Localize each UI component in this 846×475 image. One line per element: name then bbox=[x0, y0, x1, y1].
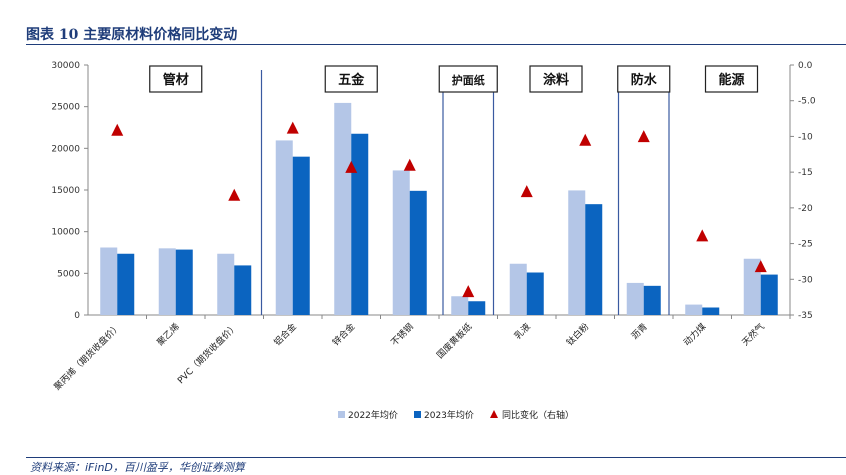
source-note: 资料来源：iFinD，百川盈孚，华创证券测算 bbox=[30, 461, 245, 474]
bar-2022 bbox=[685, 304, 703, 315]
bar-2023 bbox=[468, 301, 486, 315]
bar-2023 bbox=[643, 285, 661, 315]
right-tick-label: -30 bbox=[798, 275, 813, 285]
yoy-marker bbox=[111, 123, 124, 136]
legend-label-2023: 2023年均价 bbox=[424, 409, 474, 421]
legend-swatch-2022 bbox=[338, 411, 345, 418]
bar-2022 bbox=[334, 102, 352, 316]
bar-2022 bbox=[217, 253, 235, 315]
yoy-marker bbox=[754, 260, 767, 273]
group-label-box bbox=[149, 65, 203, 93]
yoy-marker bbox=[228, 188, 241, 201]
group-label-box bbox=[617, 65, 671, 93]
bar-2022 bbox=[451, 296, 469, 315]
category-label: 动力煤 bbox=[681, 321, 709, 349]
category-label: PVC（期货收盘价） bbox=[175, 321, 241, 387]
yoy-marker bbox=[579, 133, 592, 146]
bar-2022 bbox=[158, 248, 176, 315]
bar-2023 bbox=[702, 307, 720, 315]
yoy-marker bbox=[520, 185, 533, 198]
bar-2022 bbox=[509, 263, 527, 315]
group-label: 防水 bbox=[631, 72, 658, 88]
left-tick-label: 30000 bbox=[51, 61, 80, 71]
right-tick-label: -25 bbox=[798, 240, 813, 250]
bar-2023 bbox=[351, 133, 369, 315]
legend-swatch-yoy bbox=[490, 410, 498, 418]
category-label: 锌合金 bbox=[330, 321, 358, 349]
group-label: 涂料 bbox=[543, 72, 569, 88]
yoy-marker bbox=[403, 158, 416, 171]
bar-2022 bbox=[275, 140, 293, 315]
bar-2023 bbox=[526, 272, 544, 315]
category-label: 不锈钢 bbox=[388, 321, 416, 349]
group-label: 管材 bbox=[163, 72, 189, 88]
right-tick-label: -35 bbox=[798, 311, 813, 321]
left-tick-label: 25000 bbox=[51, 103, 80, 113]
group-label-box bbox=[438, 65, 498, 93]
category-label: 聚乙烯 bbox=[154, 321, 182, 349]
yoy-marker bbox=[345, 160, 358, 173]
bar-2023 bbox=[117, 253, 135, 315]
category-label: 天然气 bbox=[739, 321, 767, 349]
chart-title: 图表 10 主要原材料价格同比变动 bbox=[26, 27, 238, 43]
group-label-box bbox=[704, 65, 759, 93]
left-tick-label: 15000 bbox=[51, 186, 80, 196]
category-label: 钛白粉 bbox=[564, 321, 592, 349]
group-label: 能源 bbox=[718, 72, 744, 88]
legend-swatch-2023 bbox=[414, 411, 421, 418]
right-tick-label: -20 bbox=[798, 204, 813, 214]
group-label-box bbox=[529, 65, 583, 93]
bar-2022 bbox=[743, 258, 761, 315]
bar-2023 bbox=[292, 156, 310, 315]
right-tick-label: -15 bbox=[798, 168, 813, 178]
yoy-marker bbox=[286, 121, 299, 134]
title-rule bbox=[26, 44, 846, 45]
category-label: 国废黄板纸 bbox=[434, 321, 474, 361]
right-tick-label: -10 bbox=[798, 132, 813, 142]
yoy-marker bbox=[462, 285, 475, 298]
footer-rule bbox=[26, 457, 846, 458]
bar-2023 bbox=[175, 249, 193, 315]
group-label-box bbox=[324, 65, 378, 93]
left-tick-label: 20000 bbox=[51, 144, 80, 154]
bar-2022 bbox=[392, 170, 410, 315]
right-tick-label: 0.0 bbox=[798, 61, 813, 71]
yoy-marker bbox=[637, 130, 650, 143]
bar-2022 bbox=[100, 247, 118, 315]
left-tick-label: 10000 bbox=[51, 228, 80, 238]
legend-label-yoy: 同比变化（右轴） bbox=[502, 409, 574, 421]
right-tick-label: -5.0 bbox=[798, 97, 816, 107]
bar-2023 bbox=[409, 190, 427, 315]
yoy-marker bbox=[696, 229, 709, 242]
left-tick-label: 5000 bbox=[57, 269, 80, 279]
bar-2023 bbox=[585, 204, 603, 315]
bar-2023 bbox=[760, 274, 778, 315]
left-tick-label: 0 bbox=[74, 311, 80, 321]
group-label: 护面纸 bbox=[452, 73, 485, 87]
legend-label-2022: 2022年均价 bbox=[348, 409, 398, 421]
category-label: 聚丙烯（期货收盘价） bbox=[51, 321, 123, 393]
bar-2022 bbox=[626, 282, 644, 315]
category-label: 乳液 bbox=[512, 321, 533, 342]
bar-2023 bbox=[234, 265, 252, 315]
group-label: 五金 bbox=[338, 72, 365, 88]
category-label: 铝合金 bbox=[271, 321, 299, 349]
category-label: 沥青 bbox=[629, 321, 650, 342]
bar-2022 bbox=[568, 190, 586, 315]
